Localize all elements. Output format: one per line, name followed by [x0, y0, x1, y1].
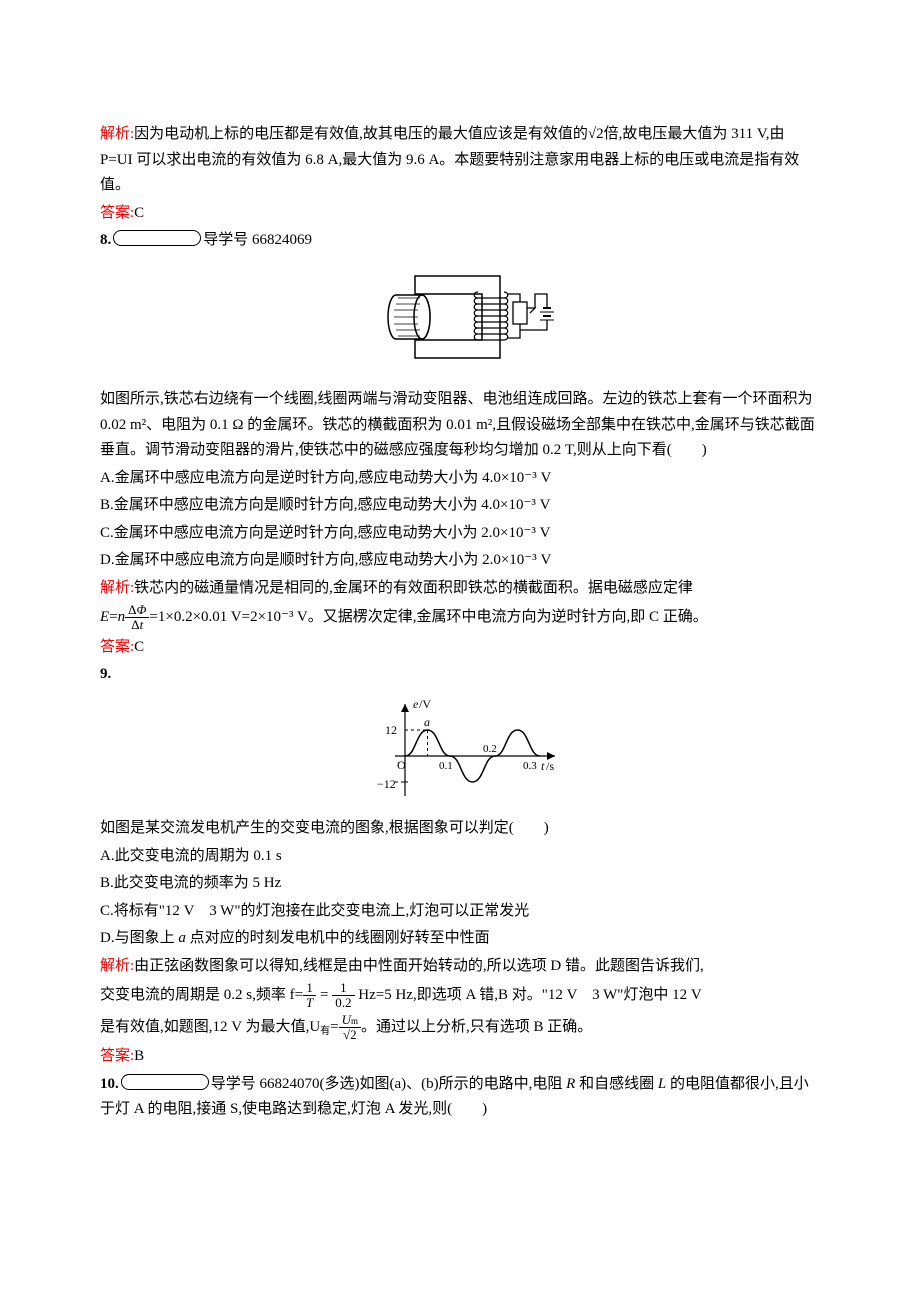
q8-optB: B.金属环中感应电流方向是顺时针方向,感应电动势大小为 4.0×10⁻³ V [100, 493, 820, 519]
q8-daoxue: 导学号 66824069 [203, 232, 312, 248]
var-L: L [658, 1076, 666, 1092]
q7-jiexi: 解析:因为电动机上标的电压都是有效值,故其电压的最大值应该是有效值的√2倍,故电… [100, 122, 820, 199]
daan-label: 答案: [100, 639, 134, 655]
daan-label: 答案: [100, 205, 134, 221]
svg-text:−12: −12 [377, 777, 396, 791]
var-a: a [178, 930, 186, 946]
q9-optA: A.此交变电流的周期为 0.1 s [100, 844, 820, 870]
q9-jiexi-text5: 。通过以上分析,只有选项 B 正确。 [361, 1019, 592, 1035]
q8-daan: 答案:C [100, 635, 820, 661]
q8-jiexi-text1: 铁芯内的磁通量情况是相同的,金属环的有效面积即铁芯的横截面积。据电磁感应定律 [134, 580, 693, 596]
bubble-icon [113, 230, 201, 246]
sub-you: 有 [320, 1026, 330, 1037]
q9-optD-post: 点对应的时刻发电机中的线圈刚好转至中性面 [186, 930, 490, 946]
q9-jiexi-text3: Hz=5 Hz,即选项 A 错,B 对。"12 V 3 W"灯泡中 12 V [355, 987, 702, 1003]
q10-body-pre: (多选)如图(a)、(b)所示的电路中,电阻 [320, 1076, 567, 1092]
q9-daan: 答案:B [100, 1044, 820, 1070]
svg-text:a: a [424, 715, 430, 729]
svg-text:/V: /V [419, 697, 431, 711]
sine-chart-icon: e /V t /s O 12 −12 0.1 0.2 0.3 a [355, 696, 565, 801]
q9-body: 如图是某交流发电机产生的交变电流的图象,根据图象可以判定( ) [100, 816, 820, 842]
bubble-icon [121, 1074, 209, 1090]
q10-line: 10.导学号 66824070(多选)如图(a)、(b)所示的电路中,电阻 R … [100, 1072, 820, 1123]
daan-label: 答案: [100, 1048, 134, 1064]
q9-optD: D.与图象上 a 点对应的时刻发电机中的线圈刚好转至中性面 [100, 926, 820, 952]
q8-optC: C.金属环中感应电流方向是逆时针方向,感应电动势大小为 2.0×10⁻³ V [100, 521, 820, 547]
jiexi-label: 解析: [100, 126, 134, 142]
jiexi-label: 解析: [100, 580, 134, 596]
q7-daan-value: C [134, 205, 144, 221]
q9-jiexi-text4: 是有效值,如题图,12 V 为最大值,U [100, 1019, 320, 1035]
q8-header: 8. 导学号 66824069 [100, 228, 820, 254]
q8-jiexi1: 解析:铁芯内的磁通量情况是相同的,金属环的有效面积即铁芯的横截面积。据电磁感应定… [100, 576, 820, 602]
q8-formula-line: E=nΔΦΔt=1×0.2×0.01 V=2×10⁻³ V。又据楞次定律,金属环… [100, 603, 820, 633]
q9-header: 9. [100, 662, 820, 688]
q8-num: 8. [100, 232, 111, 248]
q7-daan: 答案:C [100, 201, 820, 227]
q8-body: 如图所示,铁芯右边绕有一个线圈,线圈两端与滑动变阻器、电池组连成回路。左边的铁芯… [100, 387, 820, 464]
var-n: n [118, 609, 126, 625]
q9-daan-value: B [134, 1048, 144, 1064]
q9-optC: C.将标有"12 V 3 W"的灯泡接在此交变电流上,灯泡可以正常发光 [100, 899, 820, 925]
jiexi-label: 解析: [100, 958, 134, 974]
svg-text:0.1: 0.1 [439, 760, 453, 772]
q8-optA: A.金属环中感应电流方向是逆时针方向,感应电动势大小为 4.0×10⁻³ V [100, 466, 820, 492]
q9-jiexi-text2: 交变电流的周期是 0.2 s,频率 f= [100, 987, 303, 1003]
transformer-diagram-icon [360, 262, 560, 372]
svg-text:0.2: 0.2 [483, 743, 497, 755]
frac-1-02: 10.2 [332, 981, 354, 1011]
var-E: E [100, 609, 109, 625]
q10-body-mid: 和自感线圈 [575, 1076, 658, 1092]
eq-sep: = [316, 987, 332, 1003]
svg-text:/s: /s [546, 759, 554, 773]
q9-num: 9. [100, 666, 111, 682]
q8-optD: D.金属环中感应电流方向是顺时针方向,感应电动势大小为 2.0×10⁻³ V [100, 548, 820, 574]
frac-dphi-dt: ΔΦΔt [125, 603, 149, 633]
q9-jiexi1: 解析:由正弦函数图象可以得知,线框是由中性面开始转动的,所以选项 D 错。此题图… [100, 954, 820, 980]
eq-sign: = [109, 609, 117, 625]
svg-text:O: O [397, 758, 406, 772]
eq-sign2: = [330, 1019, 338, 1035]
q10-num: 10. [100, 1076, 119, 1092]
q9-formula-line1: 交变电流的周期是 0.2 s,频率 f=1T = 10.2 Hz=5 Hz,即选… [100, 981, 820, 1011]
frac-1-T: 1T [303, 981, 316, 1011]
svg-text:12: 12 [385, 723, 397, 737]
q9-optD-pre: D.与图象上 [100, 930, 178, 946]
q10-daoxue: 导学号 66824070 [211, 1076, 320, 1092]
frac-um-root2: Um√2 [339, 1013, 361, 1043]
q9-formula-line2: 是有效值,如题图,12 V 为最大值,U有=Um√2。通过以上分析,只有选项 B… [100, 1013, 820, 1043]
q9-jiexi-text1: 由正弦函数图象可以得知,线框是由中性面开始转动的,所以选项 D 错。此题图告诉我… [134, 958, 704, 974]
q9-figure: e /V t /s O 12 −12 0.1 0.2 0.3 a [100, 696, 820, 811]
q8-jiexi-text2: =1×0.2×0.01 V=2×10⁻³ V。又据楞次定律,金属环中电流方向为逆… [149, 609, 707, 625]
var-R: R [566, 1076, 575, 1092]
q8-daan-value: C [134, 639, 144, 655]
svg-text:0.3: 0.3 [523, 760, 537, 772]
q7-jiexi-text: 因为电动机上标的电压都是有效值,故其电压的最大值应该是有效值的√2倍,故电压最大… [100, 126, 799, 193]
q9-optB: B.此交变电流的频率为 5 Hz [100, 871, 820, 897]
q8-figure [100, 262, 820, 382]
